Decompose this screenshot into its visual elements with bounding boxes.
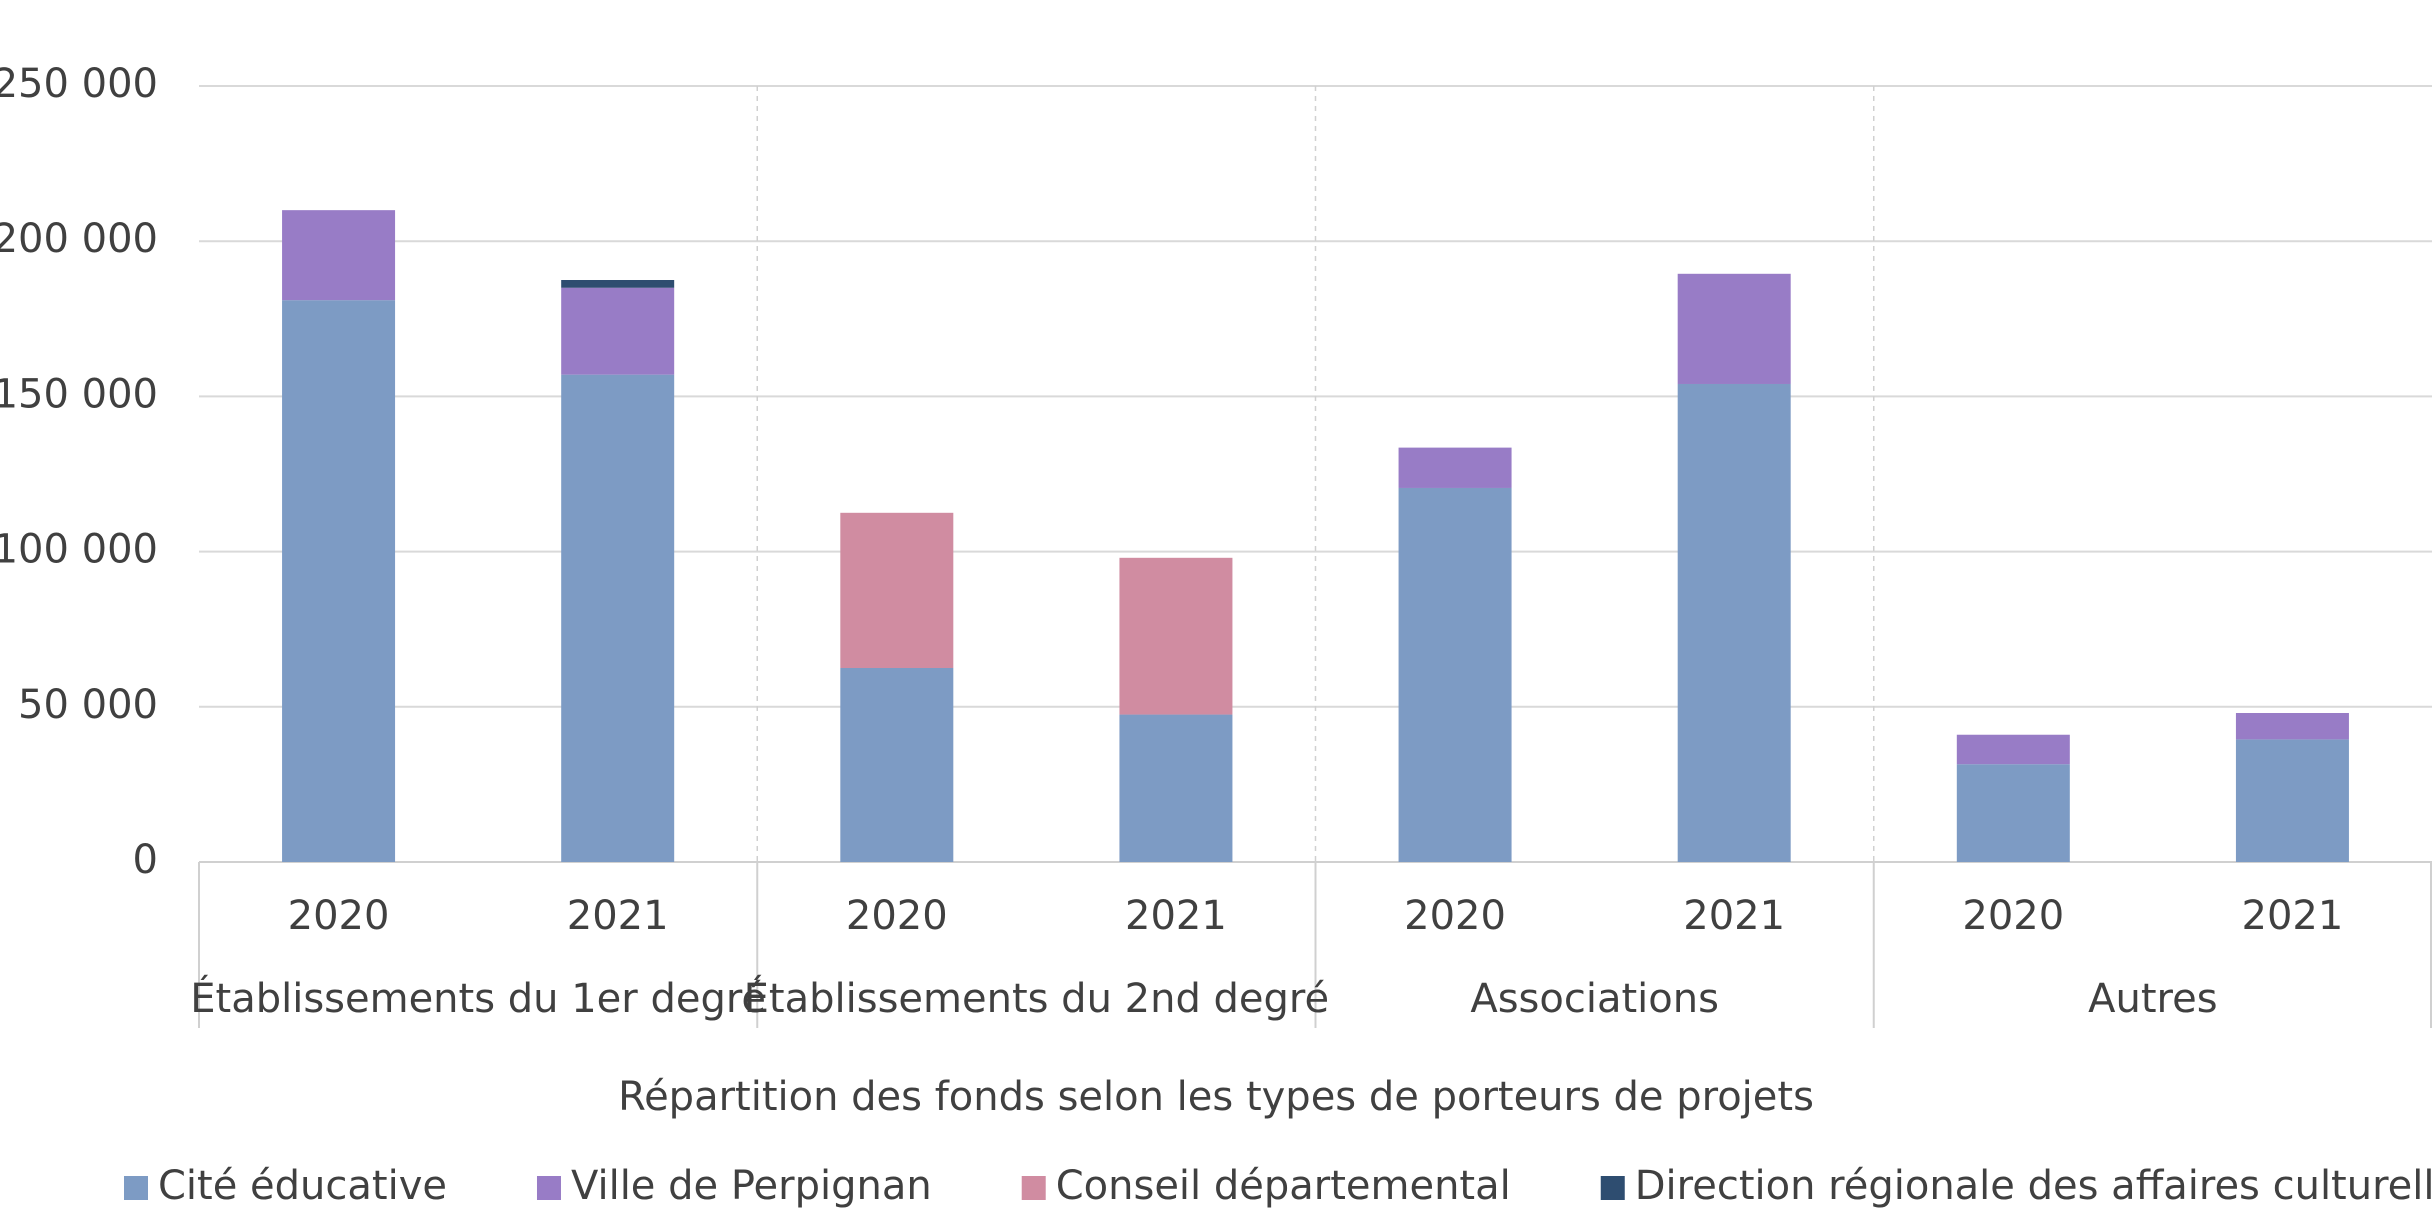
legend-swatch [1600, 1176, 1625, 1200]
x-tick-label: 2020 [288, 893, 390, 939]
legend-swatch [1021, 1176, 1046, 1200]
bar-segment [282, 210, 396, 301]
bar-segment [1677, 273, 1791, 384]
y-tick-label: 100 000 [0, 527, 158, 573]
y-tick-label: 150 000 [0, 371, 158, 417]
group-label: Établissements du 1er degré [190, 974, 766, 1022]
x-axis-title: Répartition des fonds selon les types de… [618, 1074, 1814, 1120]
bar-segment [561, 280, 675, 288]
bar-segment [561, 287, 675, 375]
bar-segment [1956, 734, 2070, 765]
x-tick-label: 2021 [2242, 893, 2344, 939]
group-label: Autres [2088, 976, 2217, 1022]
x-tick-label: 2021 [1125, 893, 1227, 939]
bar-segment [1398, 487, 1512, 862]
x-tick-label: 2021 [1683, 893, 1785, 939]
bar-segment [561, 374, 675, 862]
bar-segment [282, 300, 396, 862]
bar-segment [840, 668, 954, 862]
bar-segment [840, 512, 954, 668]
legend-swatch [536, 1176, 561, 1200]
legend-swatch [124, 1176, 148, 1200]
bar-segment [2235, 713, 2349, 740]
bar-segment [1119, 714, 1233, 862]
legend-label: Ville de Perpignan [571, 1163, 932, 1209]
x-tick-label: 2020 [846, 893, 948, 939]
x-tick-label: 2021 [567, 893, 669, 939]
legend-label: Direction régionale des affaires culture… [1635, 1163, 2432, 1209]
y-tick-label: 200 000 [0, 216, 158, 262]
bar-segment [2235, 739, 2349, 862]
bar-segment [1956, 764, 2070, 862]
y-tick-label: 50 000 [18, 682, 158, 728]
legend-label: Conseil départemental [1056, 1163, 1511, 1209]
bar-segment [1119, 557, 1233, 715]
bar-segment [1398, 447, 1512, 488]
legend-label: Cité éducative [158, 1163, 447, 1209]
x-tick-label: 2020 [1962, 893, 2064, 939]
y-tick-label: 250 000 [0, 61, 158, 107]
group-label: Établissements du 2nd degré [744, 974, 1329, 1022]
y-tick-label: 0 [133, 837, 158, 883]
group-label: Associations [1470, 976, 1719, 1022]
x-tick-label: 2020 [1404, 893, 1506, 939]
bar-segment [1677, 383, 1791, 862]
